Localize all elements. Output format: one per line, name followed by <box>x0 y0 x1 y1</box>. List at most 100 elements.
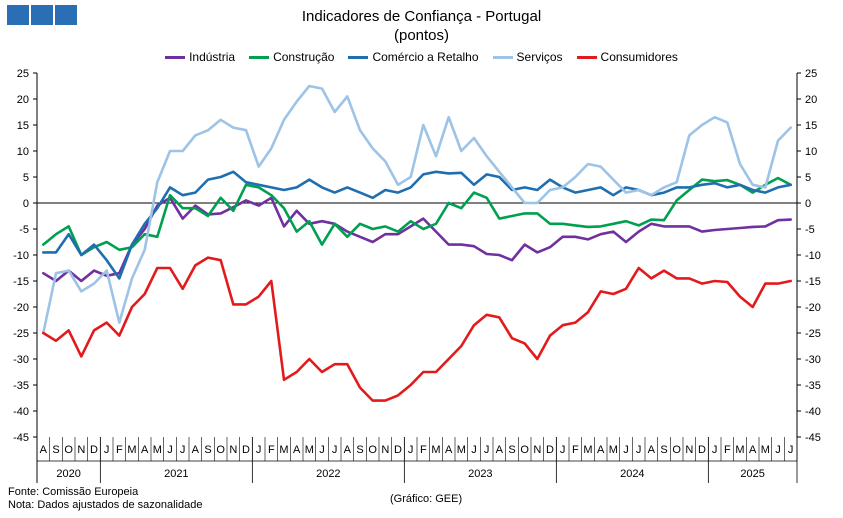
y-tick-label-right: 10 <box>805 146 817 158</box>
month-label: J <box>471 444 477 456</box>
month-label: A <box>141 444 149 456</box>
month-label: J <box>484 444 490 456</box>
month-label: J <box>560 444 566 456</box>
month-label: N <box>533 444 541 456</box>
month-label: M <box>153 444 162 456</box>
month-label: F <box>116 444 123 456</box>
month-label: D <box>242 444 250 456</box>
y-tick-label-left: -40 <box>13 406 29 418</box>
chart-legend: Indústria Construção Comércio a Retalho Ser… <box>0 50 843 64</box>
y-tick-label-right: 20 <box>805 94 817 106</box>
legend-label: Indústria <box>189 50 236 64</box>
y-tick-label-left: -25 <box>13 328 29 340</box>
month-label: O <box>216 444 225 456</box>
month-label: J <box>712 444 718 456</box>
legend-swatch <box>492 55 513 59</box>
legend-swatch <box>348 55 369 59</box>
month-label: M <box>305 444 314 456</box>
month-label: F <box>420 444 427 456</box>
legend-swatch <box>165 55 186 59</box>
series-line-com-rcio-a-retalho <box>41 170 793 280</box>
y-tick-label-right: -35 <box>805 380 821 392</box>
month-label: J <box>167 444 173 456</box>
year-label: 2024 <box>620 468 644 480</box>
month-label: A <box>293 444 301 456</box>
y-tick-label-right: 25 <box>805 68 817 80</box>
month-label: M <box>431 444 440 456</box>
series-line-constru-o <box>41 176 793 257</box>
month-label: F <box>572 444 579 456</box>
month-label: A <box>749 444 757 456</box>
y-tick-label-right: 15 <box>805 120 817 132</box>
month-label: O <box>520 444 529 456</box>
month-label: J <box>775 444 781 456</box>
y-tick-label-left: -35 <box>13 380 29 392</box>
month-label: S <box>660 444 667 456</box>
month-label: A <box>192 444 200 456</box>
legend-label: Consumidores <box>600 50 678 64</box>
month-label: F <box>724 444 731 456</box>
month-label: M <box>279 444 288 456</box>
y-tick-label-left: 15 <box>17 120 29 132</box>
y-tick-label-right: -40 <box>805 406 821 418</box>
month-label: O <box>672 444 681 456</box>
month-label: A <box>597 444 605 456</box>
legend-item: Serviços <box>492 50 563 64</box>
y-tick-label-left: -5 <box>19 224 29 236</box>
month-label: A <box>648 444 656 456</box>
month-label: F <box>268 444 275 456</box>
month-label: A <box>445 444 453 456</box>
month-label: D <box>698 444 706 456</box>
y-tick-label-right: -20 <box>805 302 821 314</box>
month-label: S <box>204 444 211 456</box>
y-tick-label-right: -5 <box>805 224 815 236</box>
year-label: 2022 <box>316 468 340 480</box>
series-line-servi-os <box>41 84 793 335</box>
month-label: J <box>319 444 325 456</box>
y-tick-label-left: 10 <box>17 146 29 158</box>
chart-title: Indicadores de Confiança - Portugal <box>301 8 542 25</box>
legend-item: Construção <box>249 50 334 64</box>
y-tick-label-left: 0 <box>23 198 29 210</box>
month-label: M <box>761 444 770 456</box>
month-label: J <box>180 444 186 456</box>
month-label: N <box>77 444 85 456</box>
year-label: 2020 <box>56 468 80 480</box>
legend-swatch <box>249 55 270 59</box>
legend-swatch <box>576 55 597 59</box>
month-label: S <box>52 444 59 456</box>
month-label: M <box>609 444 618 456</box>
month-label: A <box>40 444 48 456</box>
chart-credit: (Gráfico: GEE) <box>390 493 463 505</box>
month-label: N <box>685 444 693 456</box>
legend-item: Consumidores <box>576 50 678 64</box>
y-tick-label-left: -45 <box>13 432 29 444</box>
logo-block-3 <box>55 5 77 25</box>
legend-label: Construção <box>273 50 335 64</box>
series-line-consumidores <box>41 256 793 402</box>
y-tick-label-right: -25 <box>805 328 821 340</box>
month-label: M <box>127 444 136 456</box>
year-label: 2021 <box>164 468 188 480</box>
month-label: M <box>457 444 466 456</box>
seasonal-note: Nota: Dados ajustados de sazonalidade <box>8 499 203 511</box>
y-tick-label-right: -10 <box>805 250 821 262</box>
month-label: N <box>381 444 389 456</box>
month-label: J <box>256 444 262 456</box>
year-label: 2025 <box>740 468 764 480</box>
y-tick-label-left: -20 <box>13 302 29 314</box>
month-label: J <box>623 444 629 456</box>
legend-item: Indústria <box>165 50 235 64</box>
source-note: Fonte: Comissão Europeia <box>8 486 139 498</box>
month-label: S <box>356 444 363 456</box>
month-label: N <box>229 444 237 456</box>
month-label: D <box>394 444 402 456</box>
y-tick-label-left: -10 <box>13 250 29 262</box>
month-label: S <box>508 444 515 456</box>
chart-subtitle: (pontos) <box>393 27 450 44</box>
legend-label: Comércio a Retalho <box>372 50 479 64</box>
y-tick-label-left: 25 <box>17 68 29 80</box>
y-tick-label-left: 20 <box>17 94 29 106</box>
y-tick-label-right: 5 <box>805 172 811 184</box>
month-label: O <box>368 444 377 456</box>
